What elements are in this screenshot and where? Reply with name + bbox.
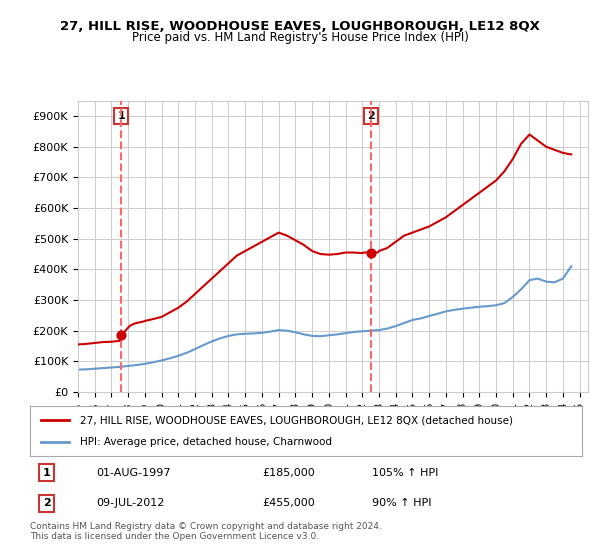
Point	[366, 248, 376, 257]
Text: 1: 1	[117, 111, 125, 121]
Text: 2: 2	[367, 111, 375, 121]
Text: £185,000: £185,000	[262, 468, 314, 478]
Text: 1: 1	[43, 468, 50, 478]
Text: HPI: Average price, detached house, Charnwood: HPI: Average price, detached house, Char…	[80, 437, 332, 447]
Point	[116, 331, 126, 340]
Text: 01-AUG-1997: 01-AUG-1997	[96, 468, 171, 478]
Text: 2: 2	[43, 498, 50, 508]
Text: 27, HILL RISE, WOODHOUSE EAVES, LOUGHBOROUGH, LE12 8QX: 27, HILL RISE, WOODHOUSE EAVES, LOUGHBOR…	[60, 20, 540, 32]
Text: 27, HILL RISE, WOODHOUSE EAVES, LOUGHBOROUGH, LE12 8QX (detached house): 27, HILL RISE, WOODHOUSE EAVES, LOUGHBOR…	[80, 415, 512, 425]
Text: Price paid vs. HM Land Registry's House Price Index (HPI): Price paid vs. HM Land Registry's House …	[131, 31, 469, 44]
Text: 105% ↑ HPI: 105% ↑ HPI	[372, 468, 439, 478]
Text: 09-JUL-2012: 09-JUL-2012	[96, 498, 164, 508]
Text: Contains HM Land Registry data © Crown copyright and database right 2024.
This d: Contains HM Land Registry data © Crown c…	[30, 522, 382, 542]
Text: 90% ↑ HPI: 90% ↑ HPI	[372, 498, 432, 508]
Text: £455,000: £455,000	[262, 498, 314, 508]
